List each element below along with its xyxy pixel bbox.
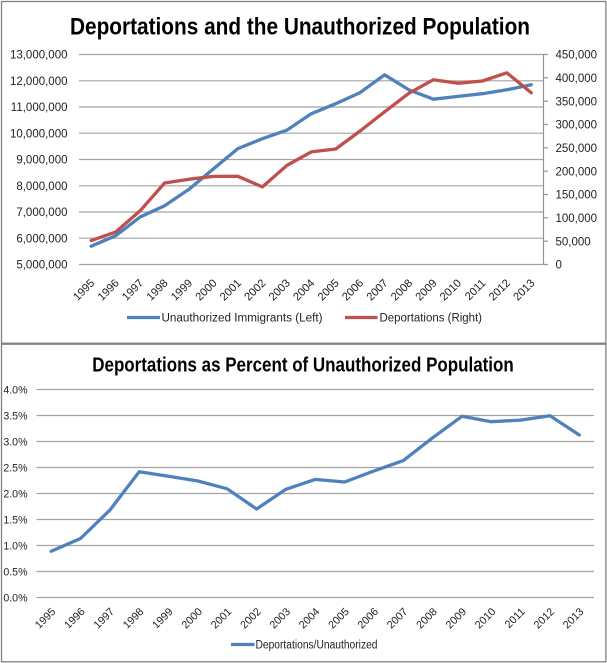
svg-text:300,000: 300,000 [556, 120, 598, 132]
svg-text:150,000: 150,000 [556, 190, 598, 202]
svg-text:6,000,000: 6,000,000 [16, 233, 67, 245]
svg-text:350,000: 350,000 [556, 96, 598, 108]
svg-text:7,000,000: 7,000,000 [16, 207, 67, 219]
svg-text:0: 0 [556, 260, 562, 272]
svg-text:Deportations and the Unauthori: Deportations and the Unauthorized Popula… [70, 14, 530, 41]
svg-text:12,000,000: 12,000,000 [10, 76, 68, 88]
svg-text:1.5%: 1.5% [3, 515, 28, 527]
svg-text:8,000,000: 8,000,000 [16, 181, 67, 193]
svg-text:450,000: 450,000 [556, 50, 598, 62]
svg-text:0.5%: 0.5% [3, 567, 28, 579]
svg-text:Deportations as Percent of Una: Deportations as Percent of Unauthorized … [92, 354, 514, 377]
svg-text:13,000,000: 13,000,000 [10, 50, 68, 62]
svg-text:100,000: 100,000 [556, 213, 598, 225]
svg-text:400,000: 400,000 [556, 73, 598, 85]
svg-text:250,000: 250,000 [556, 143, 598, 155]
svg-text:1.0%: 1.0% [3, 541, 28, 553]
svg-text:4.0%: 4.0% [3, 385, 28, 397]
svg-text:2.5%: 2.5% [3, 463, 28, 475]
svg-text:5,000,000: 5,000,000 [16, 260, 67, 272]
svg-text:200,000: 200,000 [556, 166, 598, 178]
svg-text:9,000,000: 9,000,000 [16, 155, 67, 167]
svg-text:0.0%: 0.0% [3, 593, 28, 605]
svg-text:50,000: 50,000 [556, 236, 591, 248]
svg-text:3.0%: 3.0% [3, 437, 28, 449]
svg-text:Deportations (Right): Deportations (Right) [380, 313, 483, 325]
svg-text:2.0%: 2.0% [3, 489, 28, 501]
svg-text:10,000,000: 10,000,000 [10, 128, 68, 140]
svg-text:Deportations/Unauthorized: Deportations/Unauthorized [256, 640, 378, 652]
svg-text:11,000,000: 11,000,000 [11, 102, 68, 114]
svg-text:3.5%: 3.5% [3, 411, 28, 423]
svg-text:Unauthorized Immigrants (Left): Unauthorized Immigrants (Left) [162, 313, 323, 325]
